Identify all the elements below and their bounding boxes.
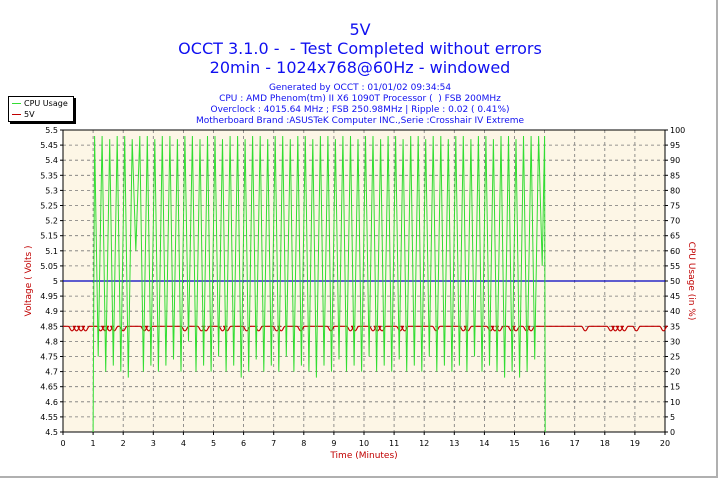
series-line-5v: [63, 325, 668, 332]
y-tick-label: 4.65: [40, 383, 58, 392]
chart-subtitle-config: 20min - 1024x768@60Hz - windowed: [209, 58, 511, 77]
y-axis-label: Voltage ( Volts ): [24, 245, 34, 316]
x-tick-label: 11: [389, 439, 399, 448]
y2-tick-label: 60: [670, 247, 680, 256]
info-cpu: CPU : AMD Phenom(tm) II X6 1090T Process…: [219, 94, 501, 104]
x-tick-label: 16: [540, 439, 550, 448]
x-tick-label: 15: [509, 439, 519, 448]
y-tick-label: 5.15: [40, 232, 58, 241]
x-tick-label: 12: [419, 439, 429, 448]
x-tick-label: 18: [600, 439, 610, 448]
x-tick-label: 1: [91, 439, 96, 448]
y-tick-label: 5.4: [45, 156, 58, 165]
y-tick-label: 4.7: [45, 368, 58, 377]
y-tick-label: 4.6: [45, 398, 58, 407]
y2-tick-label: 95: [670, 141, 680, 150]
y2-tick-label: 5: [670, 413, 675, 422]
x-tick-label: 14: [479, 439, 489, 448]
legend-item-cpu: CPU Usage: [12, 98, 68, 108]
legend-swatch-cpu: [12, 102, 21, 104]
x-tick-label: 20: [660, 439, 670, 448]
y2-tick-label: 90: [670, 156, 680, 165]
info-overclock: Overclock : 4015.64 MHz ; FSB 250.98MHz …: [210, 105, 510, 115]
y2-tick-label: 20: [670, 368, 680, 377]
y-tick-label: 4.8: [45, 337, 58, 346]
x-tick-label: 2: [121, 439, 126, 448]
y2-tick-label: 85: [670, 171, 680, 180]
y-tick-label: 5.5: [45, 126, 58, 135]
y2-tick-label: 75: [670, 202, 680, 211]
y-tick-label: 5.25: [40, 202, 58, 211]
y-tick-label: 4.9: [45, 307, 58, 316]
x-tick-label: 13: [449, 439, 459, 448]
y-tick-label: 4.55: [40, 413, 58, 422]
y-tick-label: 5.45: [40, 141, 58, 150]
x-tick-label: 9: [331, 439, 336, 448]
x-tick-label: 10: [359, 439, 369, 448]
y-tick-label: 5.3: [45, 186, 58, 195]
x-tick-label: 3: [151, 439, 156, 448]
legend: CPU Usage 5V: [8, 96, 74, 122]
legend-label-5v: 5V: [24, 109, 35, 119]
y2-tick-label: 30: [670, 337, 680, 346]
y2-tick-label: 35: [670, 322, 680, 331]
y-tick-label: 4.5: [45, 428, 58, 437]
y-tick-label: 4.85: [40, 322, 58, 331]
y-tick-label: 4.95: [40, 292, 58, 301]
y2-tick-label: 25: [670, 353, 680, 362]
info-motherboard: Motherboard Brand :ASUSTeK Computer INC.…: [195, 116, 525, 126]
y2-tick-label: 100: [670, 126, 685, 135]
y2-tick-label: 55: [670, 262, 680, 271]
x-tick-label: 7: [271, 439, 276, 448]
x-tick-label: 8: [301, 439, 306, 448]
info-generated: Generated by OCCT : 01/01/02 09:34:54: [268, 83, 452, 93]
y-tick-label: 5.2: [45, 217, 58, 226]
y2-tick-label: 45: [670, 292, 680, 301]
legend-item-5v: 5V: [12, 109, 35, 119]
chart-subtitle-status: OCCT 3.1.0 - - Test Completed without er…: [178, 39, 542, 58]
y-tick-label: 5.05: [40, 262, 58, 271]
y2-tick-label: 10: [670, 398, 680, 407]
x-tick-label: 5: [211, 439, 216, 448]
x-tick-label: 6: [241, 439, 246, 448]
y2-tick-label: 50: [670, 277, 680, 286]
chart-title: 5V: [349, 20, 371, 39]
y-tick-label: 5: [53, 277, 58, 286]
y2-axis-label: CPU Usage (in %): [686, 242, 696, 321]
x-tick-label: 19: [630, 439, 640, 448]
y-tick-label: 5.35: [40, 171, 58, 180]
x-tick-label: 4: [181, 439, 186, 448]
x-tick-label: 17: [570, 439, 580, 448]
x-axis-label: Time (Minutes): [329, 451, 397, 461]
y2-tick-label: 40: [670, 307, 680, 316]
y2-tick-label: 70: [670, 217, 680, 226]
series-line-cpu-usage: [92, 135, 546, 433]
y2-tick-label: 80: [670, 186, 680, 195]
y2-tick-label: 65: [670, 232, 680, 241]
legend-label-cpu: CPU Usage: [24, 98, 68, 108]
y2-tick-label: 15: [670, 383, 680, 392]
y-tick-label: 4.75: [40, 353, 58, 362]
legend-swatch-5v: [12, 113, 21, 115]
x-tick-label: 0: [60, 439, 65, 448]
y2-tick-label: 0: [670, 428, 675, 437]
y-tick-label: 5.1: [45, 247, 58, 256]
